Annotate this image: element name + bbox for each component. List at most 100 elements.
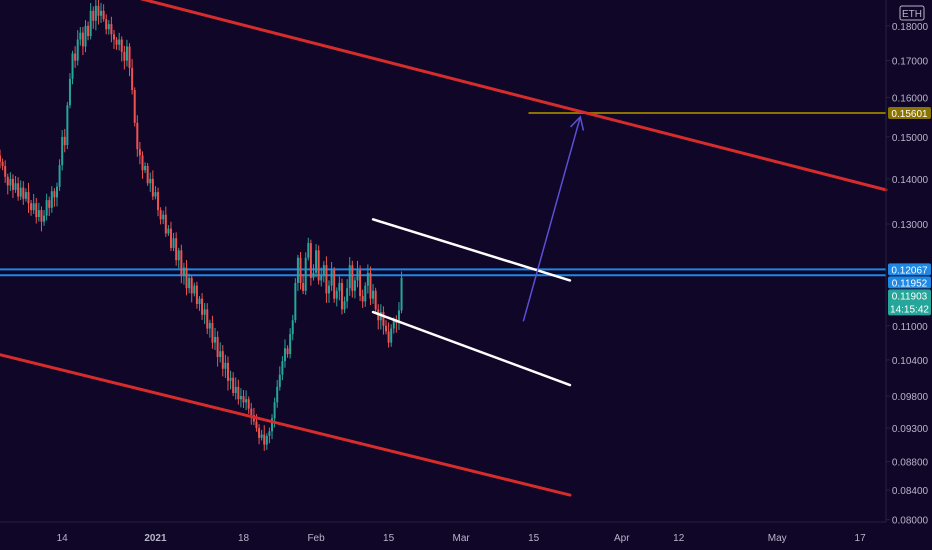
candle — [136, 115, 139, 157]
candle-body — [356, 270, 359, 281]
candle-body — [242, 396, 245, 403]
candle — [112, 29, 115, 50]
x-tick-label: 18 — [238, 533, 250, 544]
candle — [333, 267, 336, 303]
candle — [131, 58, 134, 95]
candle-body — [175, 238, 178, 261]
price-label[interactable]: 0.12067 — [888, 263, 931, 276]
candle — [50, 186, 53, 213]
candle — [180, 244, 183, 284]
channel-trendline-2[interactable] — [0, 353, 572, 497]
candle — [159, 207, 162, 225]
candle — [390, 324, 393, 347]
candle — [224, 354, 227, 378]
candle — [146, 162, 149, 186]
candle-body — [273, 402, 276, 419]
y-tick-label: 0.10400 — [892, 356, 929, 367]
candle — [328, 280, 331, 303]
candle-body — [247, 399, 250, 409]
candle — [281, 356, 284, 381]
candle-body — [271, 418, 274, 432]
candle — [206, 303, 209, 335]
candle-body — [188, 277, 191, 289]
candle — [177, 247, 180, 269]
candle-body — [105, 19, 108, 30]
candle — [276, 380, 279, 408]
candle-body — [107, 24, 110, 30]
y-axis[interactable]: 0.18000 0.17000 0.16000 0.15000 0.14000 0.130… — [886, 22, 929, 527]
x-tick-label: 17 — [855, 533, 867, 544]
candle-body — [79, 32, 82, 40]
candle-body — [30, 203, 33, 211]
candle-body — [167, 228, 170, 234]
candle — [361, 289, 364, 308]
candle — [32, 193, 35, 214]
candle-body — [338, 283, 341, 291]
candle-body — [309, 243, 312, 278]
candle — [37, 202, 40, 222]
candle-body — [281, 361, 284, 375]
candle — [369, 266, 372, 306]
candle — [232, 372, 235, 397]
candle-body — [35, 203, 38, 218]
candle-body — [221, 351, 224, 369]
candle-body — [312, 272, 315, 278]
price-label-text: 0.11952 — [892, 278, 928, 289]
candle — [133, 87, 136, 127]
candle — [322, 261, 325, 283]
candle-body — [22, 187, 25, 199]
candle — [43, 209, 46, 226]
candle — [315, 244, 318, 278]
candle — [195, 281, 198, 309]
flag-trendline-4[interactable] — [371, 310, 572, 387]
candle-body — [229, 377, 232, 381]
candle — [271, 414, 274, 440]
price-label[interactable]: 0.11952 — [888, 276, 931, 289]
candle-body — [172, 238, 175, 248]
channel-trendline-1[interactable] — [124, 0, 888, 192]
candle-body — [343, 301, 346, 310]
candle — [221, 345, 224, 377]
candle — [144, 162, 147, 173]
y-tick-label: 0.16000 — [892, 94, 929, 105]
y-tick-label: 0.15000 — [892, 133, 929, 144]
candle-body — [206, 309, 209, 329]
y-tick-label: 0.09300 — [892, 424, 929, 435]
candle — [105, 14, 108, 35]
candle-body — [32, 203, 35, 211]
candle-body — [92, 10, 95, 21]
candle — [92, 6, 95, 29]
candle-body — [294, 283, 297, 321]
candle — [338, 276, 341, 301]
candle — [53, 188, 56, 207]
x-tick-label: 12 — [673, 533, 685, 544]
candle — [193, 282, 196, 297]
candle — [154, 186, 157, 200]
candle-body — [37, 210, 40, 218]
candle-body — [219, 351, 222, 358]
projection-arrow[interactable] — [522, 115, 585, 322]
candle-body — [89, 10, 92, 37]
candle — [340, 278, 343, 315]
candle — [89, 2, 92, 40]
price-label[interactable]: 0.11903 14:15:42 — [888, 289, 931, 316]
candle — [97, 0, 100, 25]
x-tick-label: 15 — [528, 533, 540, 544]
candle-body — [385, 325, 388, 332]
x-tick-label: May — [768, 533, 787, 544]
candle — [229, 370, 232, 390]
candle-body — [265, 435, 268, 445]
candle-body — [9, 178, 12, 186]
price-label[interactable]: 0.15601 — [888, 106, 931, 120]
x-axis[interactable]: 14 2021 18 Feb 15 Mar 15 Apr 12 May 17 — [57, 533, 866, 544]
y-tick-label: 0.17000 — [892, 57, 929, 68]
candle-body — [110, 24, 113, 35]
candle — [0, 149, 1, 169]
symbol-badge[interactable]: ETH — [899, 5, 925, 21]
candle — [9, 172, 12, 191]
candle-body — [14, 183, 17, 190]
candle — [294, 278, 297, 323]
price-label-text: 0.11903 — [892, 291, 928, 302]
